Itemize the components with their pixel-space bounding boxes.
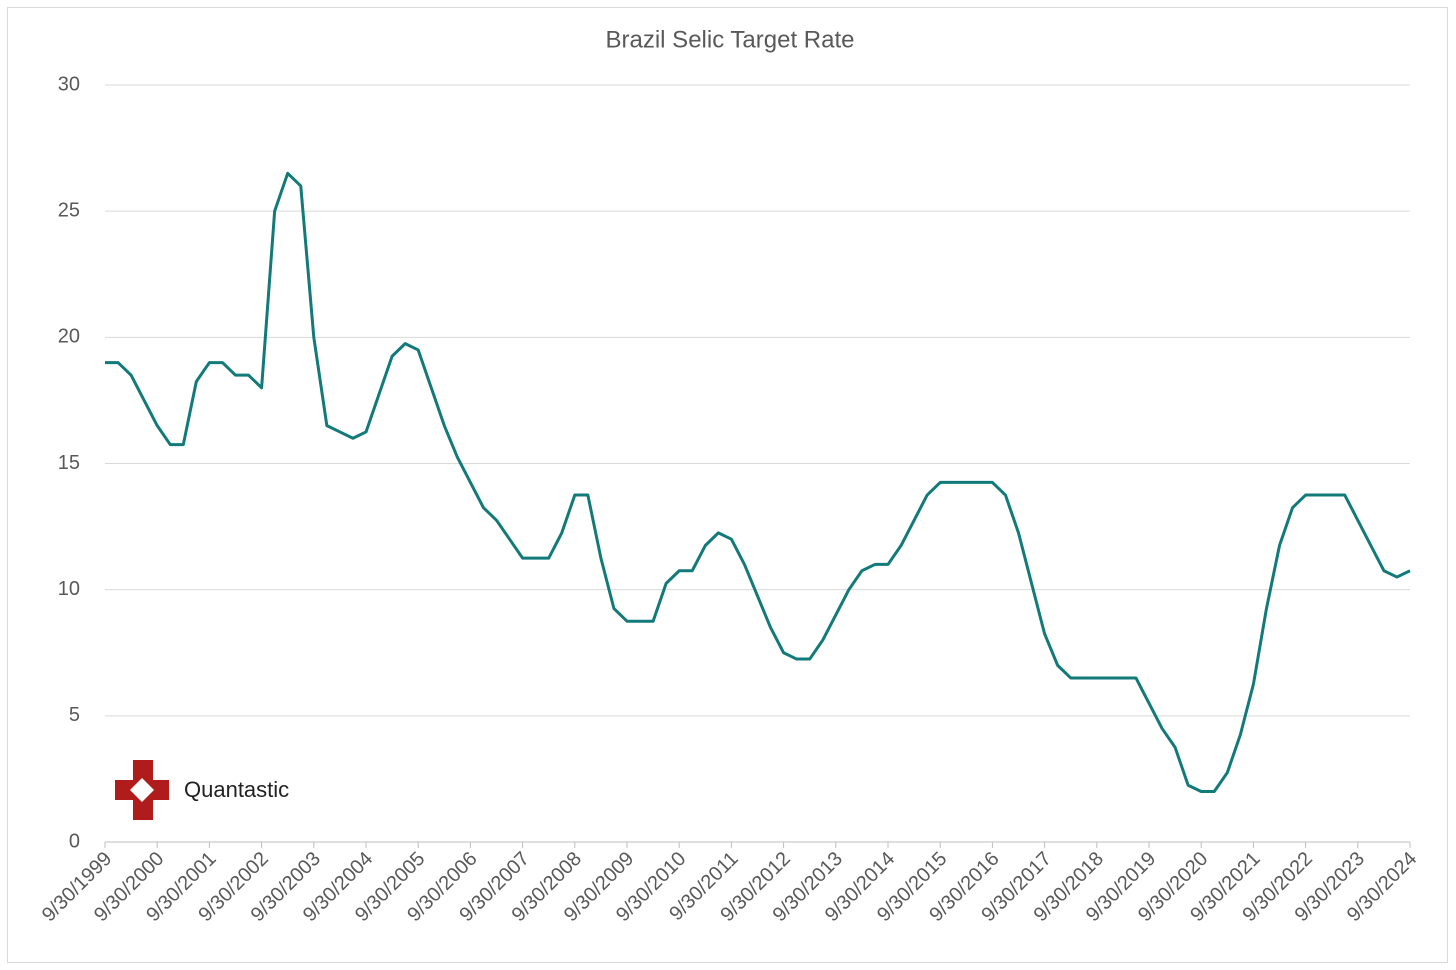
watermark-text: Quantastic [184, 777, 289, 802]
y-tick-label: 20 [58, 326, 80, 348]
y-tick-label: 5 [69, 704, 80, 726]
chart-frame [7, 7, 1448, 963]
y-tick-label: 25 [58, 199, 80, 221]
chart-title: Brazil Selic Target Rate [606, 26, 855, 53]
y-tick-label: 30 [58, 73, 80, 95]
y-tick-label: 15 [58, 452, 80, 474]
y-tick-label: 10 [58, 578, 80, 600]
data-line [105, 171, 1411, 794]
y-tick-label: 0 [69, 830, 80, 852]
watermark-logo [115, 760, 169, 820]
